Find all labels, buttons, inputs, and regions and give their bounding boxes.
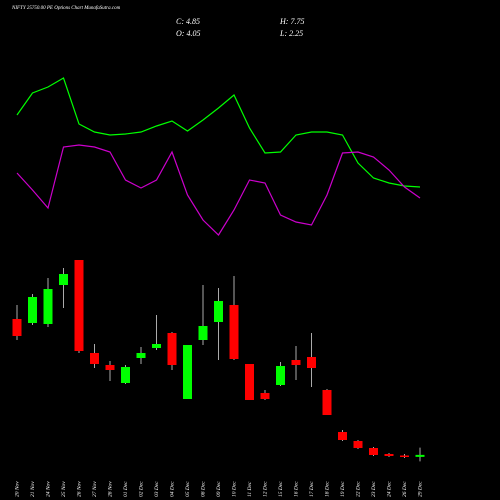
x-tick-label: 24 Nov [45, 481, 52, 497]
candle-body [415, 454, 425, 457]
candle-body [121, 367, 130, 383]
x-tick-label: 12 Dec [263, 481, 269, 497]
candle-body [183, 345, 192, 399]
x-tick-label: 02 Dec [139, 481, 145, 497]
candle-body [276, 366, 285, 385]
candle-body [152, 344, 161, 348]
low-label: L: 2.25 [279, 29, 303, 38]
candle-body [353, 441, 363, 448]
candle-body [74, 260, 84, 351]
x-tick-label: 11 Dec [247, 481, 253, 497]
candle-body [198, 326, 208, 340]
close-label: C: 4.85 [176, 17, 200, 26]
x-tick-label: 19 Dec [340, 481, 346, 497]
x-tick-label: 28 Nov [108, 481, 114, 497]
candle-body [322, 390, 332, 415]
candle-body [12, 319, 22, 336]
x-tick-label: 18 Dec [325, 481, 331, 497]
x-tick-label: 17 Dec [309, 481, 315, 497]
candle-body [369, 448, 378, 455]
candle-body [167, 333, 177, 365]
candle-body [291, 360, 301, 365]
indicator-line [16, 144, 421, 236]
x-tick-label: 10 Dec [232, 481, 238, 497]
x-tick-label: 21 Nov [30, 481, 36, 497]
candle-body [105, 365, 115, 370]
x-tick-label: 24 Dec [386, 481, 393, 497]
x-tick-label: 22 Dec [356, 481, 362, 497]
high-label: H: 7.75 [279, 17, 304, 26]
candle-body [28, 297, 37, 323]
candle-body [384, 454, 394, 456]
candle-body [338, 432, 347, 440]
x-tick-label: 16 Dec [294, 481, 300, 497]
open-label: O: 4.05 [176, 29, 200, 38]
x-tick-label: 27 Nov [92, 481, 98, 497]
candle-body [214, 301, 223, 322]
x-tick-label: 08 Dec [201, 481, 207, 497]
x-tick-label: 20 Nov [15, 481, 21, 497]
x-tick-label: 04 Dec [169, 481, 176, 497]
candle-body [43, 289, 53, 324]
candle-body [59, 274, 68, 285]
x-tick-label: 25 Nov [61, 481, 67, 497]
candle-body [90, 353, 99, 364]
x-tick-label: 26 Nov [77, 481, 83, 497]
candle-body [400, 455, 409, 457]
x-tick-label: 15 Dec [278, 481, 284, 497]
indicator-line [16, 77, 421, 188]
x-tick-label: 01 Dec [123, 481, 129, 497]
candle-body [260, 393, 270, 399]
x-tick-label: 26 Dec [402, 481, 408, 497]
x-tick-label: 03 Dec [154, 481, 160, 497]
x-tick-label: 05 Dec [185, 481, 191, 497]
candle-body [307, 357, 316, 368]
x-tick-label: 09 Dec [216, 481, 222, 497]
x-tick-label: 23 Dec [371, 481, 377, 497]
candle-body [229, 305, 239, 359]
candle-body [245, 364, 254, 400]
x-tick-label: 29 Dec [418, 481, 424, 497]
candle-body [136, 353, 146, 358]
chart-title: NIFTY 25750.00 PE Options Chart MunafaSu… [11, 6, 121, 11]
